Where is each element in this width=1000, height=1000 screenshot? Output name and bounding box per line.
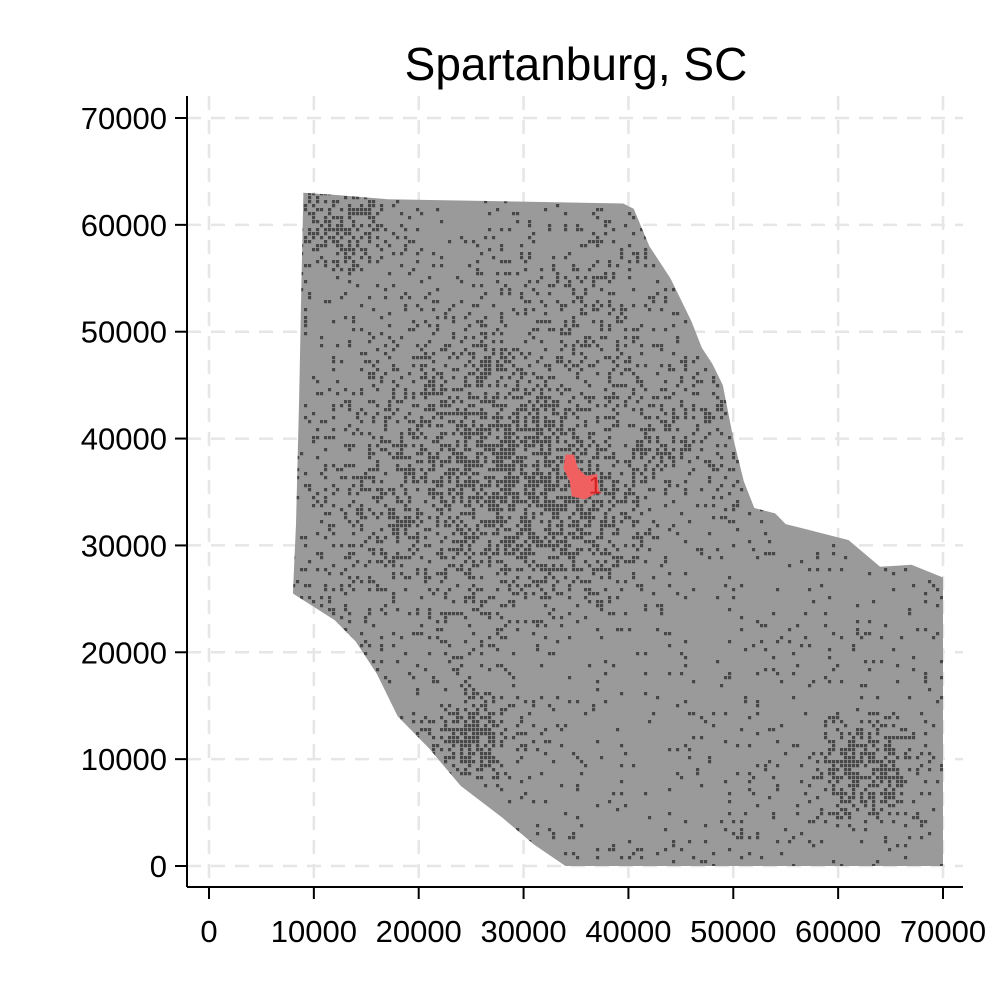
highlight-shape [563,454,600,500]
y-tick-label-3: 30000 [81,528,167,563]
highlight-region: 1 [563,454,602,500]
chart-title: Spartanburg, SC [405,38,748,90]
x-tick-label-4: 40000 [585,914,671,949]
axes: 0 10000 20000 30000 40000 50000 60000 70000 0 100… [81,96,986,949]
x-tick-label-1: 10000 [271,914,357,949]
x-tick-label-0: 0 [200,914,217,949]
density-points [292,192,943,867]
x-tick-label-3: 30000 [480,914,566,949]
y-tick-label-5: 50000 [81,315,167,350]
x-tick-label-6: 60000 [795,914,881,949]
x-tick-label-2: 20000 [376,914,462,949]
y-tick-label-4: 40000 [81,422,167,457]
x-tick-label-7: 70000 [900,914,986,949]
highlight-label: 1 [589,473,602,500]
y-tick-label-7: 70000 [81,101,167,136]
point-cloud [292,192,943,867]
y-tick-label-0: 0 [150,849,167,884]
x-tick-label-5: 50000 [690,914,776,949]
y-tick-label-2: 20000 [81,635,167,670]
y-tick-label-6: 60000 [81,208,167,243]
y-tick-label-1: 10000 [81,742,167,777]
